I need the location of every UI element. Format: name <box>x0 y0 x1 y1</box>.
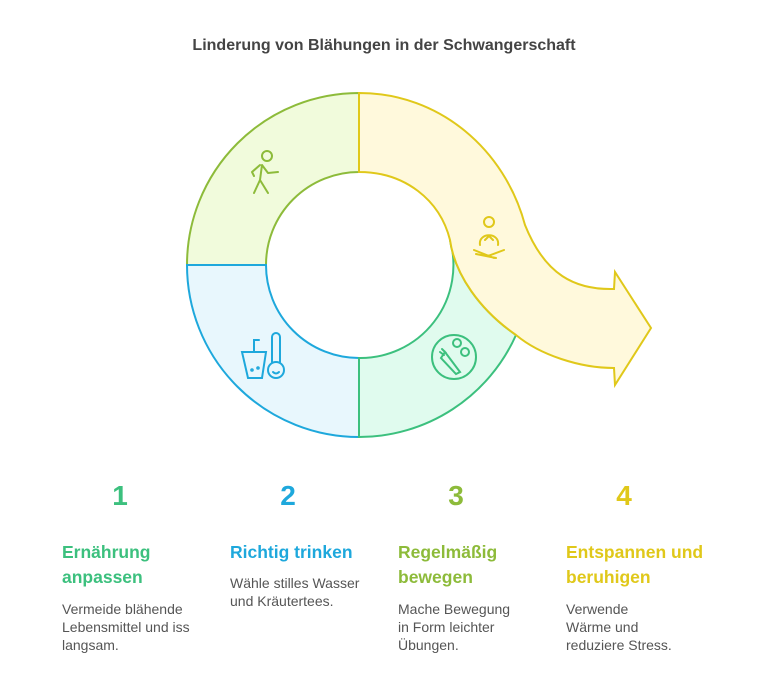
step-text-3: Mache Bewegung in Form leichter Übungen. <box>398 601 511 653</box>
step-text-2: Wähle stilles Wasser und Kräutertees. <box>230 575 360 609</box>
step-title-3: Regelmäßig bewegen <box>398 542 498 587</box>
segment-regelmaessig-bewegen <box>185 91 360 266</box>
step-number-3: 3 <box>448 480 464 511</box>
step-text-1: Vermeide blähende Lebensmittel und iss l… <box>62 601 190 653</box>
vegetables-icon <box>431 334 477 380</box>
step-number-4: 4 <box>616 480 632 511</box>
meditation-icon <box>473 216 505 259</box>
step-title-1: Ernährung anpassen <box>62 542 151 587</box>
drink-thermometer-icon <box>240 332 285 379</box>
step-text-4: Verwende Wärme und reduziere Stress. <box>566 601 672 653</box>
diagram-title: Linderung von Blähungen in der Schwanger… <box>192 37 576 54</box>
walking-person-icon <box>251 150 279 194</box>
step-number-2: 2 <box>280 480 296 511</box>
step-title-4: Entspannen und beruhigen <box>566 542 704 587</box>
step-number-1: 1 <box>112 480 128 511</box>
segment-entspannen-arrow <box>358 91 653 389</box>
step-title-2: Richtig trinken <box>230 542 353 562</box>
